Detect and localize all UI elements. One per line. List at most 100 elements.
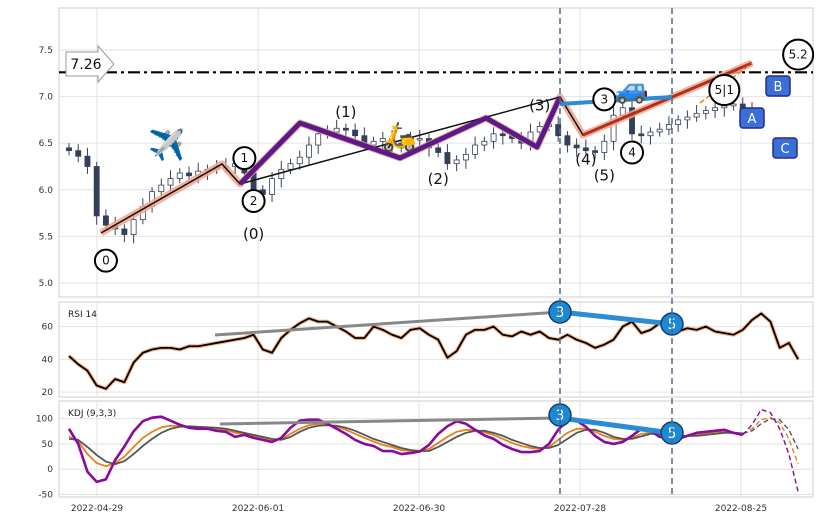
- rsi-layer: 35: [67, 300, 800, 391]
- candle-body: [592, 150, 599, 153]
- rsi-divergence-blue: [559, 309, 673, 327]
- wave-circle-label: 5|1: [715, 83, 734, 97]
- candle-body: [370, 140, 377, 146]
- candle-body: [93, 166, 100, 217]
- projection-box-b: B: [765, 75, 791, 97]
- x-tick-label: 2022-07-28: [554, 504, 607, 514]
- y-tick-label: 50: [42, 440, 54, 450]
- x-tick-label: 2022-08-25: [715, 504, 767, 514]
- kdj-marker-label: 3: [556, 408, 565, 424]
- wave-circle-label: 2: [250, 194, 258, 208]
- y-tick-label: 0: [47, 465, 53, 475]
- y-tick-label: 100: [36, 415, 53, 425]
- projection-b-label: B: [774, 80, 783, 95]
- candle-body: [121, 228, 128, 235]
- candle-body: [656, 128, 663, 133]
- price-callout-label: 7.26: [70, 57, 101, 73]
- wave-circle-label: 1: [241, 151, 249, 165]
- y-tick-label: 7.0: [39, 93, 54, 103]
- candle-body: [66, 147, 72, 152]
- wave-line-purple: [238, 95, 563, 186]
- wave-circle-label: 4: [628, 146, 636, 160]
- kdj-projection-d: [742, 417, 799, 450]
- candle-body: [398, 142, 405, 149]
- projection-c-label: C: [780, 142, 789, 157]
- projection-box-a: A: [739, 107, 765, 129]
- candle-body: [610, 114, 617, 142]
- price-callout: 7.26: [65, 44, 115, 84]
- candle-body: [416, 138, 423, 141]
- candle-body: [444, 152, 451, 165]
- wave-label: (2): [428, 170, 449, 188]
- x-tick-label: 2022-06-30: [393, 504, 446, 514]
- candle-body: [130, 219, 137, 235]
- candle-body: [269, 178, 275, 195]
- candle-body: [629, 107, 635, 135]
- candle-body: [186, 172, 192, 177]
- kdj-projection-k: [742, 416, 799, 465]
- candle-body: [499, 133, 506, 137]
- wave-circle: [708, 74, 741, 107]
- wave-circle: [241, 188, 266, 213]
- projection-box-c: C: [772, 137, 798, 159]
- candle-body: [462, 153, 469, 161]
- wave-label: (0): [243, 225, 264, 243]
- rsi-divergence-gray: [214, 310, 561, 337]
- candle-body: [75, 150, 82, 157]
- rsi-marker-label: 5: [668, 317, 677, 333]
- y-tick-label: 5.0: [39, 279, 54, 289]
- main-price-layer: (0) (1) (2) (3) (4)(5) 0 1 2 3 4 5|1 5.2: [59, 38, 815, 273]
- x-tick-label: 2022-06-01: [232, 504, 284, 514]
- candle-body: [435, 147, 442, 153]
- kdj-divergence-blue: [559, 415, 673, 436]
- kdj-title: KDJ (9,3,3): [68, 409, 116, 419]
- wave-circle: [620, 140, 645, 165]
- candle-body: [407, 138, 414, 149]
- candle-body: [472, 144, 479, 155]
- candle-body: [176, 172, 183, 180]
- tick-labels: 5.05.56.06.57.07.5204060-500501002022-04…: [36, 46, 767, 514]
- y-tick-label: 6.5: [39, 139, 53, 149]
- candle-body: [333, 127, 340, 133]
- candle-body: [490, 133, 497, 142]
- candle-body: [638, 133, 645, 137]
- wave-label: (5): [594, 166, 615, 184]
- candle-body: [102, 215, 109, 226]
- wave-label: (1): [335, 103, 356, 121]
- y-tick-label: 5.5: [39, 232, 53, 242]
- candle-body: [379, 138, 386, 142]
- kdj-line-d: [68, 424, 743, 466]
- kdj-panel: [58, 400, 814, 498]
- candle-body: [296, 156, 303, 165]
- candle-body: [693, 112, 700, 118]
- kdj-divergence-gray: [219, 416, 561, 426]
- kdj-projection-j: [742, 408, 799, 493]
- car-icon: 🚙: [614, 72, 649, 105]
- airplane-icon: ✈️: [148, 126, 185, 163]
- candle-body: [601, 140, 608, 153]
- candle-body: [573, 144, 580, 149]
- candle-body: [665, 124, 672, 130]
- wave-circle: [782, 38, 815, 71]
- y-tick-label: 60: [42, 323, 54, 333]
- y-tick-label: -50: [38, 490, 53, 500]
- candle-body: [342, 127, 349, 131]
- candle-body: [675, 119, 682, 125]
- candle-body: [84, 155, 91, 167]
- wave-circle: [232, 146, 257, 171]
- x-tick-label: 2022-04-29: [71, 504, 124, 514]
- candle-body: [721, 105, 728, 109]
- kdj-layer: 35: [67, 403, 799, 493]
- candle-body: [287, 163, 294, 170]
- candle-body: [481, 140, 488, 146]
- candle-body: [684, 116, 691, 121]
- candle-body: [315, 133, 322, 146]
- wave-circle-label: 3: [601, 92, 609, 106]
- candle-body: [647, 131, 654, 137]
- candle-body: [702, 110, 709, 114]
- kdj-line-j: [67, 415, 744, 484]
- candle-body: [158, 184, 165, 193]
- rsi-title: RSI 14: [68, 310, 97, 320]
- candle-body: [730, 103, 737, 107]
